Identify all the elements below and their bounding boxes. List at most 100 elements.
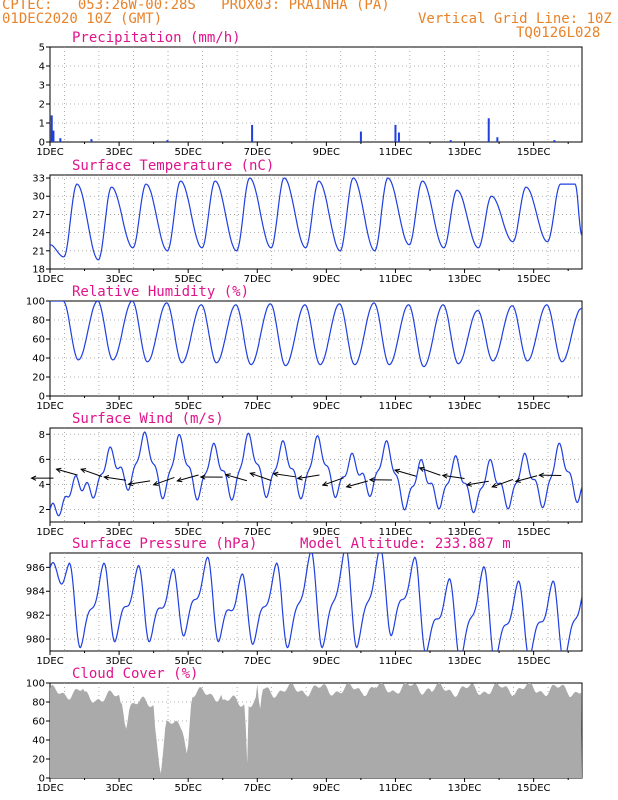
precip-bar — [487, 118, 490, 142]
precip-ytick-label: 1 — [39, 119, 45, 130]
precip-ytick-label: 2 — [39, 100, 45, 111]
precip-ytick-label: 3 — [39, 81, 45, 92]
wind-arrow-head — [393, 468, 401, 474]
cloud-xtick-label: 5DEC — [174, 783, 201, 794]
rh-panel: 0 20 40 60 80 100 1DEC 3DEC 5DEC 7DEC 9DEC 11DEC 13D… — [26, 284, 583, 412]
wind-arrow-head — [441, 473, 448, 479]
precip-xtick-label: 15DEC — [517, 147, 551, 158]
wind-arrow — [273, 473, 296, 478]
cloud-xtick-label: 3DEC — [105, 783, 132, 794]
wind-arrow — [250, 472, 272, 481]
wind-ytick-label: 6 — [39, 455, 45, 466]
wind-arrow — [297, 474, 320, 480]
wind-ytick-label: 4 — [39, 480, 45, 491]
temp-ytick-label: 18 — [32, 265, 45, 276]
wind-line — [50, 431, 582, 517]
precip-xtick-label: 7DEC — [244, 147, 271, 158]
rh-xtick-label: 9DEC — [313, 401, 340, 412]
wind-arrow-head — [55, 467, 62, 473]
pressure-ytick-label: 984 — [26, 587, 45, 598]
wind-xtick-label: 9DEC — [313, 527, 340, 538]
precip-bar — [553, 140, 556, 142]
wind-xtick-label: 11DEC — [379, 527, 413, 538]
wind-xtick-label: 7DEC — [244, 527, 271, 538]
pressure-frame — [49, 552, 583, 652]
precip-xtick-label: 9DEC — [313, 147, 340, 158]
temp-panel: 18 21 24 27 30 33 1DEC 3DEC 5DEC 7DEC 9DEC 11DEC 13D… — [32, 158, 583, 285]
rh-xtick-label: 5DEC — [174, 401, 201, 412]
temp-ytick-label: 24 — [32, 228, 45, 239]
pressure-xtick-label: 13DEC — [448, 656, 482, 667]
wind-arrow-head — [491, 482, 498, 488]
wind-arrow-head — [103, 475, 110, 481]
wind-ytick-label: 8 — [39, 430, 45, 441]
pressure-xtick-label: 15DEC — [517, 656, 551, 667]
precip-bar — [397, 132, 400, 142]
cloud-xtick-label: 7DEC — [244, 783, 271, 794]
header-model-id: TQ0126L028 — [516, 25, 601, 41]
rh-xtick-label: 3DEC — [105, 401, 132, 412]
wind-arrow — [128, 480, 151, 485]
precip-bar — [496, 137, 499, 142]
precip-frame — [49, 46, 583, 143]
pressure-ytick-label: 982 — [26, 611, 45, 622]
rh-ytick-label: 60 — [32, 335, 45, 346]
precip-bar — [359, 131, 362, 142]
precip-panel: 0 1 2 3 4 5 1DEC 3DEC 5DEC 7DEC 9DEC 11DEC 13DEC 15DE… — [36, 30, 583, 158]
precip-bar — [394, 124, 397, 142]
temp-ytick-label: 27 — [32, 210, 45, 221]
wind-arrow — [466, 480, 489, 486]
header-line1: CPTEC: 053:26W-00:28S PROX03: PRAINHA (P… — [2, 0, 390, 13]
cloud-xtick-label: 11DEC — [379, 783, 413, 794]
wind-arrow — [80, 468, 102, 477]
header-grid-note: Vertical Grid Line: 10Z — [418, 11, 612, 27]
temp-line — [50, 177, 582, 261]
temp-xtick-label: 9DEC — [313, 274, 340, 285]
cloud-ytick-label: 80 — [32, 698, 45, 709]
precip-bar — [90, 139, 93, 142]
cloud-xtick-label: 1DEC — [36, 783, 63, 794]
wind-arrow-head — [321, 481, 328, 487]
wind-xtick-label: 5DEC — [174, 527, 201, 538]
wind-arrow-head — [127, 481, 134, 487]
pressure-line — [50, 553, 582, 651]
rh-title: Relative Humidity (%) — [72, 284, 249, 300]
wind-arrow-head — [199, 474, 206, 480]
precip-bar — [449, 140, 452, 142]
wind-frame — [49, 427, 583, 523]
cloud-ytick-label: 100 — [26, 679, 45, 690]
rh-line — [50, 301, 582, 368]
wind-arrow-head — [272, 471, 279, 477]
precip-ytick-label: 4 — [39, 62, 45, 73]
precip-bar — [50, 115, 53, 142]
cloud-xtick-label: 13DEC — [448, 783, 482, 794]
rh-ytick-label: 40 — [32, 354, 45, 365]
temp-frame — [49, 174, 583, 270]
precip-bar — [166, 140, 169, 142]
wind-arrow — [346, 480, 368, 488]
wind-arrow — [104, 476, 127, 481]
cloud-ytick-label: 40 — [32, 736, 45, 747]
precip-bar — [52, 130, 55, 142]
wind-arrow — [394, 469, 417, 477]
precip-xtick-label: 13DEC — [448, 147, 482, 158]
rh-ytick-label: 0 — [39, 392, 45, 403]
rh-xtick-label: 1DEC — [36, 401, 63, 412]
temp-xtick-label: 13DEC — [448, 274, 482, 285]
wind-arrow-head — [176, 477, 183, 483]
cloud-xtick-label: 9DEC — [313, 783, 340, 794]
precip-xtick-label: 11DEC — [379, 147, 413, 158]
wind-arrow-head — [30, 475, 37, 481]
temp-ytick-label: 21 — [32, 246, 45, 257]
cloud-ytick-label: 60 — [32, 717, 45, 728]
wind-arrow-head — [152, 480, 159, 486]
precip-ytick-label: 5 — [39, 43, 45, 54]
wind-arrow — [322, 477, 344, 486]
wind-arrow — [442, 474, 465, 479]
precip-title: Precipitation (mm/h) — [72, 30, 241, 46]
wind-arrow-head — [249, 472, 256, 478]
pressure-xtick-label: 7DEC — [244, 656, 271, 667]
cloud-ytick-label: 0 — [39, 774, 45, 785]
wind-arrow-head — [418, 466, 425, 472]
